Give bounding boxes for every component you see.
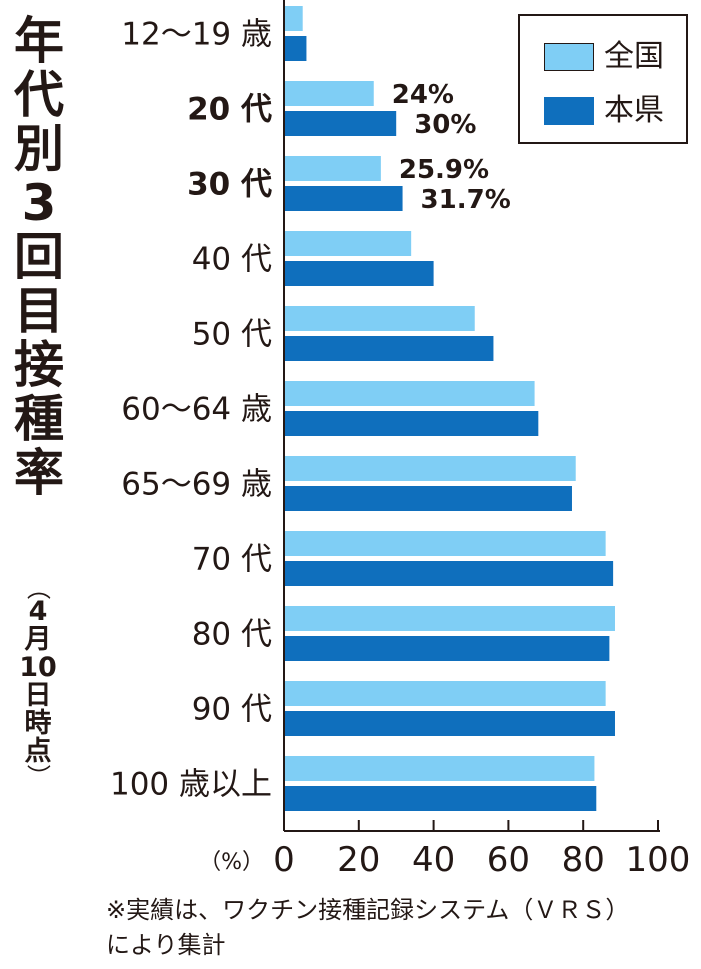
bar-national <box>284 6 303 31</box>
data-label: 25.9% <box>399 155 489 185</box>
footnote-line-2: により集計 <box>106 931 226 959</box>
chart-subtitle: （4 月 10 日時点） <box>18 576 58 788</box>
bar-national <box>284 381 535 406</box>
subtitle-char: 10 <box>19 652 57 683</box>
x-tick-label: 20 <box>337 840 380 880</box>
category-label: 12～19 歳 <box>121 17 272 53</box>
category-label: 90 代 <box>192 692 272 728</box>
title-char: 3 <box>21 174 57 232</box>
x-axis: 0 20 40 60 80 100 （%） <box>199 0 690 880</box>
footnote-line-1: ※実績は、ワクチン接種記録システム（ＶＲＳ） <box>106 896 630 924</box>
data-label: 24% <box>392 80 454 110</box>
category-label: 80 代 <box>192 617 272 653</box>
legend-swatch-prefecture <box>544 97 594 125</box>
title-char: 別 <box>14 120 64 178</box>
subtitle-char: 4 <box>28 596 48 627</box>
subtitle-char: 時 <box>24 708 52 739</box>
subtitle-char: 月 <box>24 624 52 655</box>
bar-national <box>284 756 595 781</box>
category-label: 20 代 <box>187 92 272 128</box>
bar-national <box>284 456 576 481</box>
title-char: 率 <box>14 444 64 502</box>
bar-national <box>284 681 606 706</box>
bar-prefecture <box>284 36 307 61</box>
legend-swatch-national <box>544 43 594 71</box>
bar-prefecture <box>284 336 494 361</box>
bar-national <box>284 306 475 331</box>
legend-item-prefecture: 本県 <box>544 94 664 128</box>
title-char: 目 <box>14 282 64 340</box>
footnote: ※実績は、ワクチン接種記録システム（ＶＲＳ） により集計 <box>106 893 701 963</box>
subtitle-char: 点 <box>24 736 52 767</box>
bar-prefecture <box>284 186 403 211</box>
data-labels: 24%30% 25.9%31.7% <box>392 80 511 215</box>
bar-prefecture <box>284 711 615 736</box>
x-tick-label: 80 <box>562 840 605 880</box>
bar-prefecture <box>284 411 539 436</box>
title-char: 代 <box>14 66 64 124</box>
bar-prefecture <box>284 111 397 136</box>
bars-group <box>284 6 615 811</box>
bar-prefecture <box>284 486 572 511</box>
bar-national <box>284 156 381 181</box>
data-label: 30% <box>414 110 476 140</box>
title-char: 接 <box>14 336 64 394</box>
x-tick-label: 60 <box>487 840 530 880</box>
category-label: 50 代 <box>192 317 272 353</box>
bar-prefecture <box>284 561 614 586</box>
bar-national <box>284 231 412 256</box>
data-label: 31.7% <box>421 185 511 215</box>
title-char: 回 <box>14 228 64 286</box>
category-label: 60～64 歳 <box>121 392 272 428</box>
category-label: 70 代 <box>192 542 272 578</box>
bar-national <box>284 606 615 631</box>
title-char: 年 <box>14 12 64 70</box>
x-tick-label: 40 <box>412 840 455 880</box>
bar-national <box>284 81 374 106</box>
subtitle-char: 日 <box>24 680 52 711</box>
category-label: 40 代 <box>192 242 272 278</box>
bar-prefecture <box>284 261 434 286</box>
category-label: 100 歳以上 <box>110 767 272 803</box>
bar-prefecture <box>284 636 610 661</box>
bar-prefecture <box>284 786 597 811</box>
category-labels: 12～19 歳 20 代 30 代 40 代 50 代 60～64 歳 65～69 歳 70 … <box>110 17 272 803</box>
title-char: 種 <box>14 390 64 448</box>
x-tick-label: 100 <box>626 840 691 880</box>
legend: 全国 本県 <box>518 14 688 144</box>
x-tick-label: 0 <box>273 840 295 880</box>
legend-label-prefecture: 本県 <box>604 93 664 128</box>
bar-national <box>284 531 606 556</box>
legend-item-national: 全国 <box>544 40 664 74</box>
category-label: 65～69 歳 <box>121 467 272 503</box>
x-axis-unit-label: （%） <box>199 850 264 875</box>
legend-label-national: 全国 <box>604 39 664 74</box>
category-label: 30 代 <box>187 167 272 203</box>
